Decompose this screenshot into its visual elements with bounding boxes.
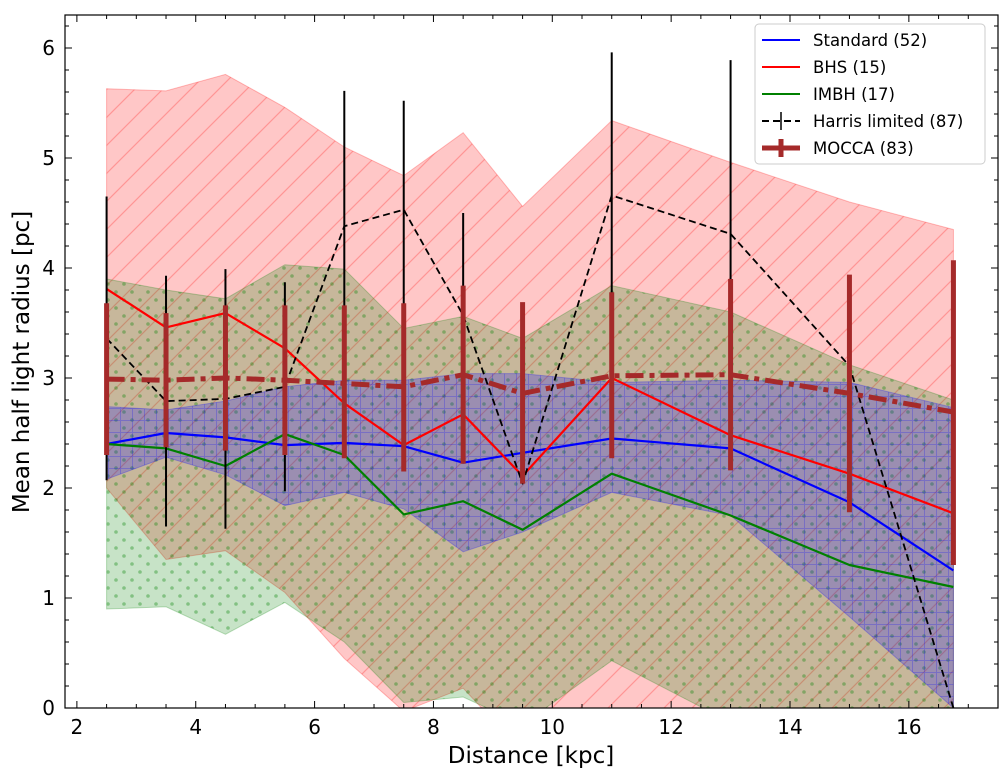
y-tick-labels: 0 1 2 3 4 5 6 <box>42 36 55 720</box>
legend-label-3: Harris limited (87) <box>813 112 963 131</box>
error-bars <box>104 260 956 565</box>
axis-ticks <box>65 15 998 709</box>
series-line-3 <box>105 194 955 708</box>
x-axis-label: Distance [kpc] <box>448 743 614 769</box>
plot-frame <box>64 14 999 709</box>
series-line-0 <box>106 431 955 572</box>
y-tick-label: 1 <box>42 586 55 610</box>
y-tick-label: 0 <box>42 696 55 720</box>
x-tick-label: 12 <box>658 715 683 739</box>
series-line-4 <box>106 372 954 415</box>
x-tick-label: 2 <box>71 715 84 739</box>
y-tick-label: 6 <box>42 36 55 60</box>
x-tick-label: 14 <box>777 715 802 739</box>
x-tick-labels: 2 4 6 8 10 12 14 16 <box>71 715 922 739</box>
series-line-1 <box>106 287 954 515</box>
x-tick-label: 6 <box>308 715 321 739</box>
x-tick-label: 10 <box>540 715 565 739</box>
legend-label-4: MOCCA (83) <box>813 139 914 158</box>
legend-label-1: BHS (15) <box>813 58 886 77</box>
y-tick-label: 2 <box>42 476 55 500</box>
y-tick-label: 4 <box>42 256 55 280</box>
x-tick-label: 16 <box>896 715 921 739</box>
legend-box <box>754 23 986 165</box>
x-tick-label: 8 <box>427 715 440 739</box>
legend: Standard (52) BHS (15) IMBH (17) Harris lim… <box>754 23 986 165</box>
band-hatch-2 <box>106 373 954 708</box>
spread-bands <box>106 73 954 708</box>
series-line-2 <box>106 433 954 589</box>
legend-label-2: IMBH (17) <box>813 85 895 104</box>
y-tick-label: 5 <box>42 146 55 170</box>
y-axis-label: Mean half light radius [pc] <box>9 211 35 513</box>
x-tick-label: 4 <box>189 715 202 739</box>
y-tick-label: 3 <box>42 366 55 390</box>
legend-label-0: Standard (52) <box>813 31 927 50</box>
